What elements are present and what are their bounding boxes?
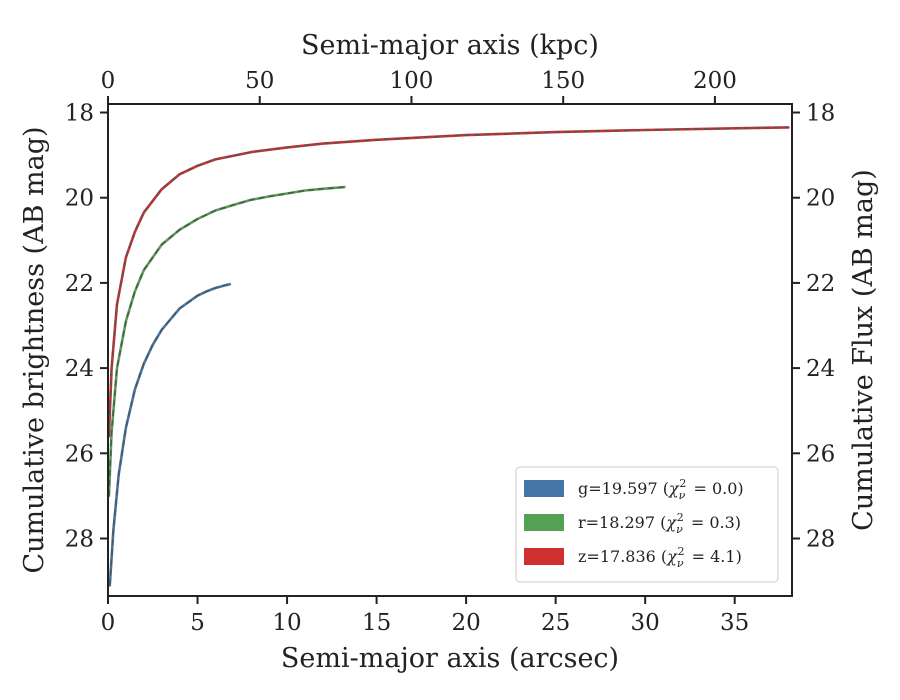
top-x-tick-label: 100 xyxy=(390,68,434,94)
right-y-tick-label: 22 xyxy=(806,271,835,297)
y-tick-label: 22 xyxy=(65,271,94,297)
right-y-tick-label: 26 xyxy=(806,441,835,467)
x-tick-label: 35 xyxy=(720,610,749,636)
x-tick-label: 10 xyxy=(272,610,301,636)
x-axis-title: Semi-major axis (arcsec) xyxy=(281,643,619,674)
y-tick-label: 28 xyxy=(65,526,94,552)
right-y-axis-title: Cumulative Flux (AB mag) xyxy=(848,169,879,531)
right-y-tick-label: 24 xyxy=(806,356,835,382)
x-tick-label: 0 xyxy=(101,610,116,636)
legend-swatch xyxy=(524,514,564,531)
legend-entry: z=17.836 (χν2 = 4.1) xyxy=(578,545,742,570)
top-x-tick-label: 0 xyxy=(101,68,116,94)
x-tick-label: 25 xyxy=(541,610,570,636)
series-model-line-z xyxy=(108,126,789,437)
series-layer xyxy=(107,126,790,587)
legend: g=19.597 (χν2 = 0.0) r=18.297 (χν2 = 0.3)… xyxy=(515,466,779,583)
right-y-tick-label: 28 xyxy=(806,526,835,552)
top-x-axis-title: Semi-major axis (kpc) xyxy=(301,30,599,61)
x-tick-label: 5 xyxy=(190,610,205,636)
right-y-tick-label: 20 xyxy=(806,186,835,212)
legend-box xyxy=(515,466,779,583)
series-line-z xyxy=(107,126,790,438)
y-tick-label: 20 xyxy=(65,186,94,212)
plot-frame xyxy=(107,103,793,597)
top-x-tick-label: 150 xyxy=(541,68,585,94)
top-x-tick-label: 50 xyxy=(245,68,274,94)
y-tick-label: 18 xyxy=(65,101,94,127)
y-tick-label: 24 xyxy=(65,356,94,382)
series-line-g xyxy=(108,282,232,587)
x-tick-label: 30 xyxy=(631,610,660,636)
x-tick-label: 20 xyxy=(451,610,480,636)
top-x-tick-label: 200 xyxy=(693,68,737,94)
legend-entry: r=18.297 (χν2 = 0.3) xyxy=(578,511,741,536)
right-y-tick-label: 18 xyxy=(806,101,835,127)
x-tick-label: 15 xyxy=(362,610,391,636)
legend-entry: g=19.597 (χν2 = 0.0) xyxy=(578,477,744,502)
legend-swatch xyxy=(524,480,564,497)
series-model-line-g xyxy=(109,283,230,586)
legend-swatch xyxy=(524,548,564,565)
y-axis-title: Cumulative brightness (AB mag) xyxy=(19,126,50,573)
y-tick-label: 26 xyxy=(65,441,94,467)
series-model-line-r xyxy=(108,186,345,496)
series-line-r xyxy=(107,185,346,498)
